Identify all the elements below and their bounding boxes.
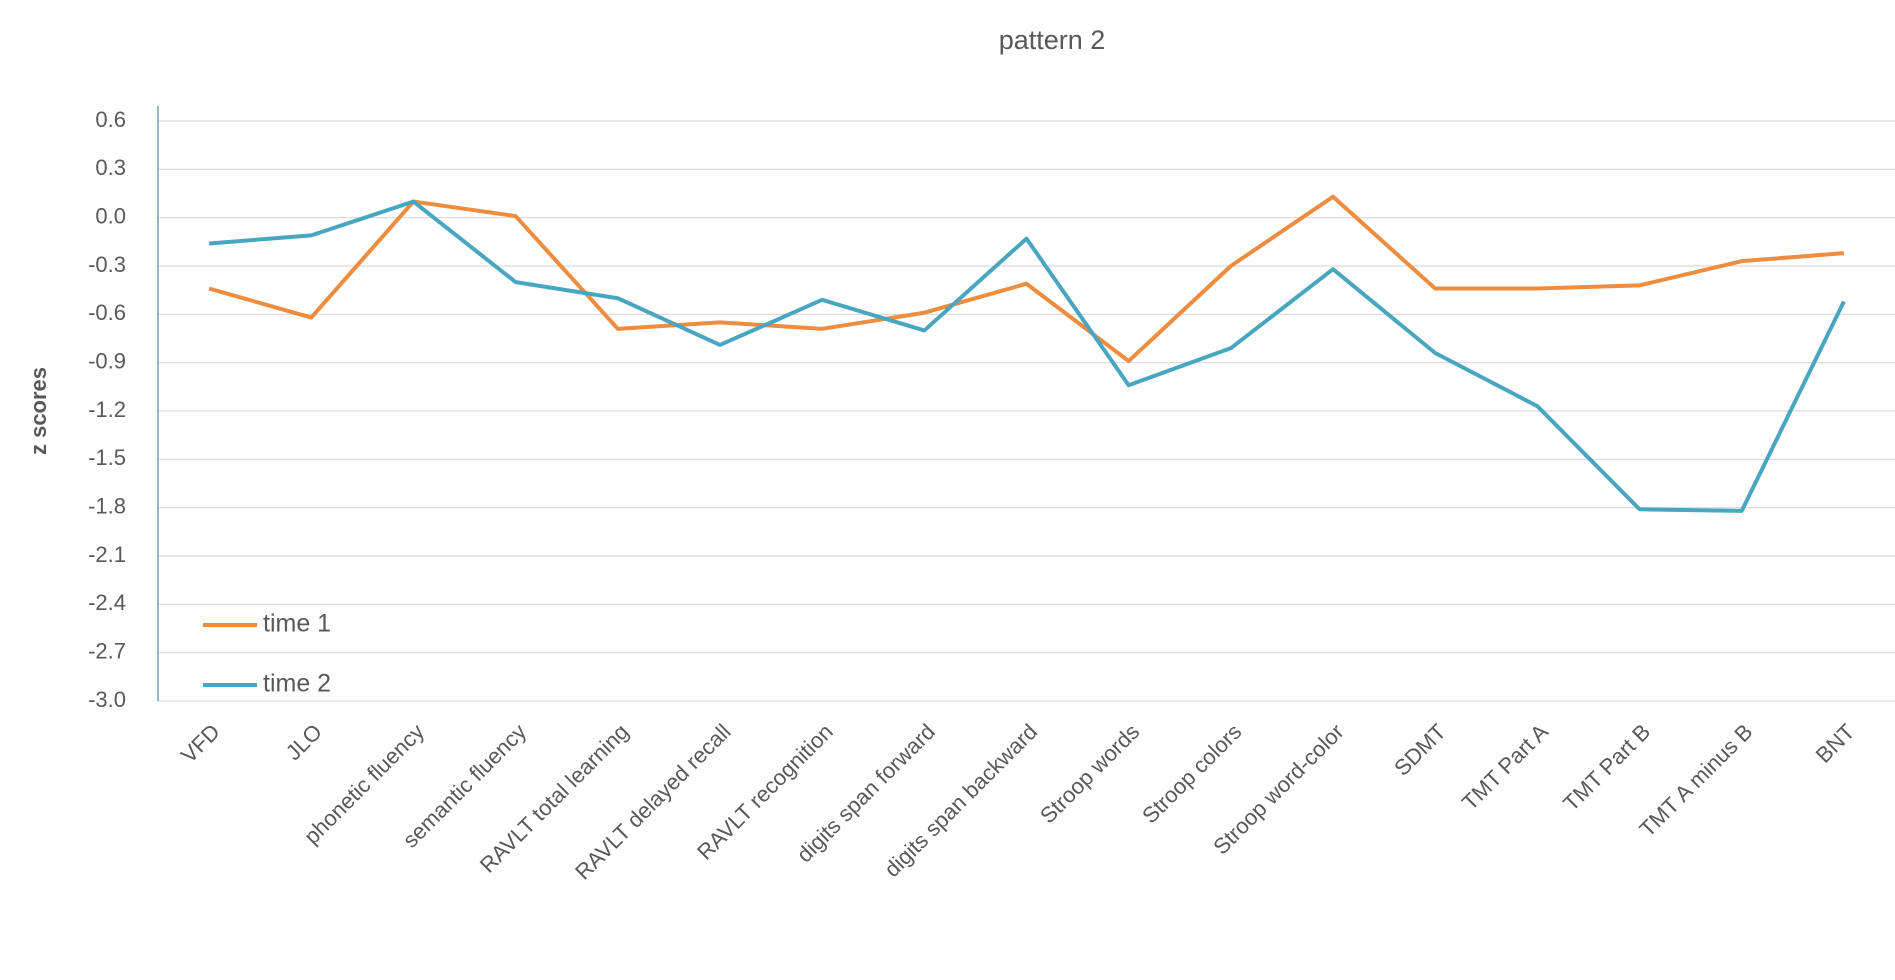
- y-tick-label: -1.2: [88, 397, 126, 422]
- x-tick-label: VFD: [176, 719, 225, 768]
- y-tick-label: -2.1: [88, 542, 126, 567]
- legend-label: time 2: [263, 670, 331, 698]
- y-tick-label: -0.6: [88, 300, 126, 325]
- y-tick-label: -2.4: [88, 590, 126, 615]
- x-tick-label: Stroop colors: [1137, 719, 1246, 828]
- y-tick-label: 0.6: [95, 107, 126, 132]
- chart-title: pattern 2: [999, 25, 1106, 55]
- y-tick-label: 0.3: [95, 155, 126, 180]
- y-tick-label: -1.8: [88, 493, 126, 518]
- legend-label: time 1: [263, 610, 331, 638]
- grid: [158, 120, 1895, 702]
- y-axis-label: z scores: [26, 367, 51, 455]
- x-tick-label: TMT Part B: [1558, 719, 1655, 816]
- x-tick-label: BNT: [1811, 719, 1860, 768]
- y-tick-label: -0.3: [88, 252, 126, 277]
- x-tick-label: JLO: [281, 719, 327, 765]
- x-tick-label: SDMT: [1389, 719, 1451, 781]
- y-tick-label: -2.7: [88, 638, 126, 663]
- y-tick-label: -0.9: [88, 348, 126, 373]
- x-tick-label: Stroop words: [1035, 719, 1144, 828]
- y-tick-label: -1.5: [88, 445, 126, 470]
- y-tick-label: -3.0: [88, 687, 126, 712]
- series-line: [208, 194, 1845, 364]
- y-tick-label: 0.0: [95, 203, 126, 228]
- x-tick-label: TMT Part A: [1457, 719, 1553, 815]
- series-line: [208, 199, 1846, 513]
